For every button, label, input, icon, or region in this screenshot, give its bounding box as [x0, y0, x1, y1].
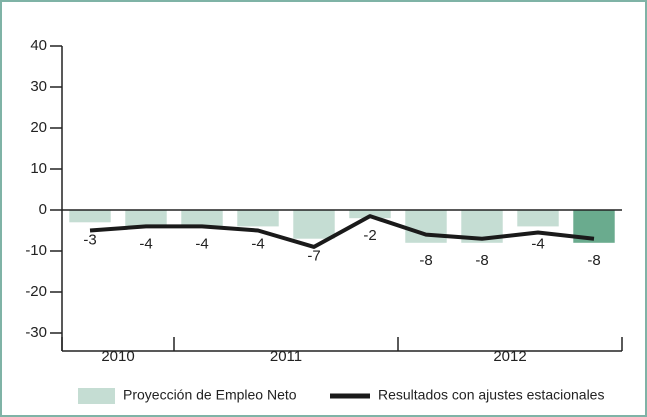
data-label: -8 — [587, 252, 600, 269]
bar — [181, 210, 223, 227]
bar — [349, 210, 391, 219]
data-label: -4 — [139, 235, 152, 252]
y-tick-label: -20 — [25, 283, 47, 300]
legend-swatch — [78, 388, 115, 404]
legend-label: Proyección de Empleo Neto — [123, 387, 297, 403]
data-label: -4 — [531, 235, 544, 252]
y-tick-label: 20 — [30, 119, 47, 136]
bar — [69, 210, 111, 223]
bar — [293, 210, 335, 239]
x-tick-label: 2010 — [101, 348, 134, 365]
y-tick-label: 10 — [30, 160, 47, 177]
legend-label: Resultados con ajustes estacionales — [378, 387, 604, 403]
data-label: -8 — [419, 252, 432, 269]
data-label: -3 — [83, 231, 96, 248]
y-tick-label: 40 — [30, 37, 47, 54]
x-tick-label: 2011 — [270, 348, 302, 365]
y-tick-label: -10 — [25, 242, 47, 259]
y-tick-label: -30 — [25, 324, 47, 341]
bar — [405, 210, 447, 243]
x-tick-label: 2012 — [493, 348, 526, 365]
data-label: -2 — [363, 227, 376, 244]
bar — [237, 210, 279, 227]
y-tick-label: 0 — [39, 201, 47, 218]
bar — [517, 210, 559, 227]
bar — [125, 210, 167, 227]
data-label: -4 — [195, 235, 208, 252]
data-label: -7 — [307, 248, 320, 265]
y-tick-label: 30 — [30, 78, 47, 95]
data-label: -8 — [475, 252, 488, 269]
data-label: -4 — [251, 235, 264, 252]
line — [89, 214, 595, 249]
